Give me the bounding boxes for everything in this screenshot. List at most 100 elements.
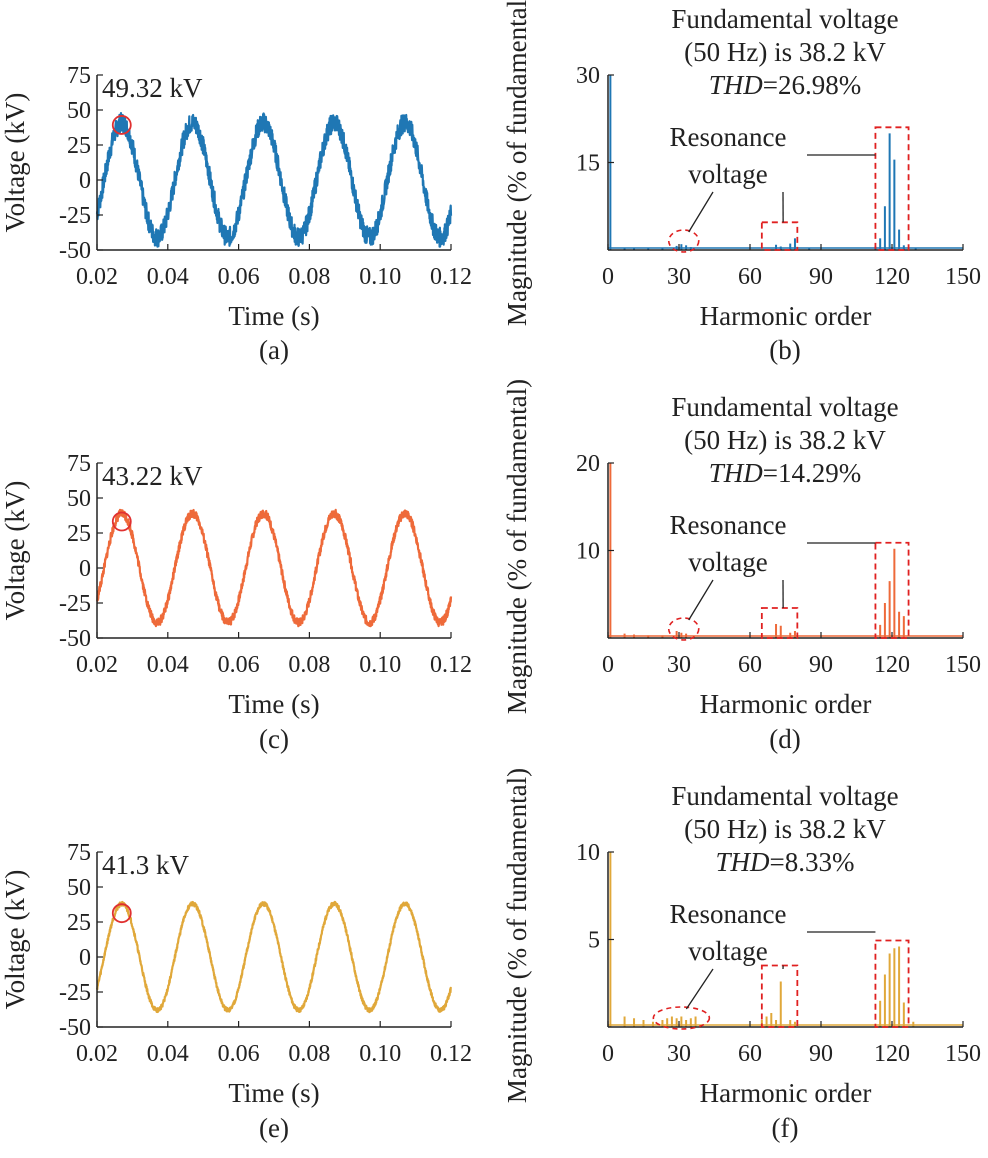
x-tick-label: 90 — [809, 1041, 833, 1067]
y-tick-label: -25 — [59, 591, 91, 617]
harmonic-panel-2: 10 5 0 30 60 90 120 150 Harmonic order Magnitude … — [502, 768, 981, 1108]
x-tick-label: 150 — [945, 652, 981, 678]
y-axis-label: Magnitude (% of fundamental) — [502, 379, 532, 714]
x-tick-label: 60 — [738, 652, 762, 678]
resonance-label-line2: voltage — [688, 547, 767, 577]
x-tick-label: 0 — [602, 652, 614, 678]
peak-marker-circle — [111, 903, 132, 924]
mid-order-highlight-box — [760, 607, 799, 639]
x-tick-label: 120 — [874, 652, 910, 678]
y-tick-label: 75 — [67, 451, 91, 477]
x-axis-label: Harmonic order — [700, 1078, 872, 1108]
y-tick-label: 25 — [67, 521, 91, 547]
y-tick-label: -50 — [59, 238, 91, 264]
x-tick-label: 0.12 — [430, 1041, 472, 1067]
voltage-waveform — [95, 508, 453, 628]
resonance-ellipse — [667, 617, 700, 641]
y-tick-label: 50 — [67, 875, 91, 901]
harmonic-panel-1: 20 10 0 30 60 90 120 150 Harmonic order Magnitude… — [502, 379, 981, 719]
high-order-highlight-box — [874, 541, 910, 639]
y-axis-label: Voltage (kV) — [0, 481, 30, 621]
y-tick-label: 10 — [576, 539, 600, 565]
y-tick-label: 75 — [67, 63, 91, 89]
y-tick-label: 25 — [67, 910, 91, 936]
y-axis-label: Voltage (kV) — [0, 870, 30, 1010]
peak-marker-circle — [111, 511, 132, 532]
resonance-label-line2: voltage — [688, 159, 767, 189]
y-tick-label: -50 — [59, 1015, 91, 1041]
x-axis-label: Time (s) — [228, 689, 319, 719]
y-tick-label: 75 — [67, 840, 91, 866]
x-tick-label: 0.10 — [359, 264, 401, 290]
peak-value-label: 43.22 kV — [102, 461, 203, 491]
x-axis-label: Time (s) — [228, 1078, 319, 1108]
leader-line-resonance — [688, 191, 714, 233]
leader-line-resonance — [685, 968, 714, 1010]
resonance-label-line1: Resonance — [670, 510, 787, 540]
x-tick-label: 0.04 — [147, 264, 189, 290]
fundamental-label-line1: Fundamental voltage — [671, 4, 898, 34]
resonance-ellipse — [652, 1006, 711, 1030]
x-tick-label: 120 — [874, 264, 910, 290]
y-tick-label: -25 — [59, 980, 91, 1006]
time-panel-2: 75 50 25 0 -25 -500.02 0.04 0.06 0.08 0.10 0.12 Tim… — [0, 840, 472, 1108]
y-axis-label: Voltage (kV) — [0, 93, 30, 233]
y-tick-label: 50 — [67, 486, 91, 512]
x-tick-label: 120 — [874, 1041, 910, 1067]
voltage-waveform — [95, 900, 452, 1014]
thd-symbol: THD — [716, 847, 771, 877]
x-tick-label: 90 — [809, 264, 833, 290]
y-tick-label: 20 — [576, 451, 600, 477]
thd-value: =8.33% — [770, 847, 855, 877]
thd-value: =26.98% — [763, 70, 861, 100]
y-tick-label: 50 — [67, 98, 91, 124]
panel-caption: (c) — [259, 724, 289, 754]
mid-order-highlight-box — [760, 964, 799, 1028]
x-tick-label: 30 — [667, 652, 691, 678]
time-panel-1: 75 50 25 0 -25 -500.02 0.04 0.06 0.08 0.10 0.12 Tim… — [0, 451, 472, 719]
y-tick-label: 10 — [576, 840, 600, 866]
y-tick-label: 5 — [588, 928, 600, 954]
panel-caption: (a) — [259, 335, 289, 365]
fundamental-label-line2: (50 Hz) is 38.2 kV — [684, 37, 886, 67]
y-tick-label: 30 — [576, 63, 600, 89]
fundamental-label-line2: (50 Hz) is 38.2 kV — [684, 425, 886, 455]
y-tick-label: -25 — [59, 203, 91, 229]
x-tick-label: 0.04 — [147, 1041, 189, 1067]
y-tick-label: -50 — [59, 626, 91, 652]
x-tick-label: 0.10 — [359, 1041, 401, 1067]
x-tick-label: 0.02 — [76, 1041, 118, 1067]
fundamental-label-line1: Fundamental voltage — [671, 392, 898, 422]
x-tick-label: 0.08 — [288, 652, 330, 678]
x-tick-label: 0 — [602, 1041, 614, 1067]
x-tick-label: 0.02 — [76, 264, 118, 290]
y-tick-label: 15 — [576, 151, 600, 177]
x-tick-label: 0.04 — [147, 652, 189, 678]
y-axis-label: Magnitude (% of fundamental) — [502, 768, 532, 1103]
x-tick-label: 0.08 — [288, 1041, 330, 1067]
fundamental-label-line1: Fundamental voltage — [671, 781, 898, 811]
thd-label: THD=8.33% — [716, 847, 855, 877]
x-tick-label: 0.06 — [218, 264, 260, 290]
high-order-highlight-box — [874, 126, 910, 251]
mid-order-highlight-box — [760, 221, 799, 251]
x-tick-label: 0.12 — [430, 264, 472, 290]
thd-symbol: THD — [709, 458, 764, 488]
voltage-waveform — [95, 112, 453, 248]
resonance-ellipse — [667, 229, 700, 253]
y-axis-label: Magnitude (% of fundamental) — [502, 0, 532, 326]
x-tick-label: 0.02 — [76, 652, 118, 678]
x-axis-label: Harmonic order — [700, 689, 872, 719]
resonance-label-line1: Resonance — [670, 899, 787, 929]
panel-caption: (b) — [769, 335, 800, 365]
panel-caption: (d) — [769, 724, 800, 754]
x-tick-label: 0.12 — [430, 652, 472, 678]
y-tick-label: 0 — [79, 556, 91, 582]
peak-marker-circle — [111, 115, 132, 135]
x-axis-label: Time (s) — [228, 301, 319, 331]
resonance-label-line1: Resonance — [670, 122, 787, 152]
x-tick-label: 150 — [945, 264, 981, 290]
x-tick-label: 0.08 — [288, 264, 330, 290]
